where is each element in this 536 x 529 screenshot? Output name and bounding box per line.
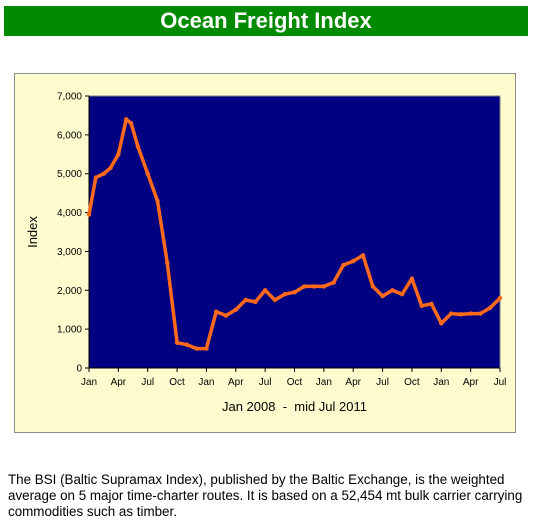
data-point	[399, 291, 405, 297]
page-title: Ocean Freight Index	[4, 6, 528, 36]
data-point	[123, 117, 129, 122]
y-tick-label: 0	[76, 364, 82, 375]
data-point	[292, 290, 297, 295]
data-point	[243, 297, 248, 303]
series-group	[86, 117, 503, 351]
x-tick-label: Jan	[433, 377, 449, 388]
data-point	[108, 165, 113, 171]
data-point	[194, 346, 199, 351]
data-point	[321, 284, 327, 289]
data-point	[370, 284, 375, 289]
data-point	[448, 311, 454, 316]
data-point	[165, 260, 170, 266]
x-tick-label: Apr	[228, 377, 244, 388]
y-tick-label: 6,000	[57, 130, 82, 141]
x-tick-label: Jan	[316, 377, 332, 388]
data-point	[409, 276, 415, 281]
x-tick-label: Jan	[198, 377, 214, 388]
x-tick-label: Jul	[376, 377, 389, 388]
data-point	[204, 346, 209, 351]
data-point	[86, 212, 92, 217]
x-tick-label: Apr	[345, 377, 361, 388]
y-axis: 0 1,000 2,000 3,000 4,000 5,000 6,000 7,000	[57, 92, 90, 375]
chart-frame: 0 1,000 2,000 3,000 4,000 5,000 6,000 7,000 Jan…	[14, 73, 516, 433]
data-point	[302, 284, 307, 289]
y-tick-label: 4,000	[57, 208, 82, 219]
x-axis: Jan Apr Jul Oct Jan Apr Jul Oct Jan Apr Jul Oct Jan A…	[81, 367, 507, 388]
data-point	[331, 280, 336, 285]
data-point	[458, 312, 464, 317]
plot-area	[88, 95, 501, 369]
x-tick-label: Apr	[463, 377, 479, 388]
data-point	[233, 307, 238, 312]
data-point	[135, 144, 141, 149]
data-point	[155, 198, 160, 204]
x-tick-label: Oct	[287, 377, 303, 388]
data-point	[341, 262, 346, 268]
y-tick-label: 5,000	[57, 169, 82, 180]
index-description: The BSI (Baltic Supramax Index), publish…	[8, 472, 523, 519]
data-point	[439, 321, 444, 326]
data-point	[184, 342, 190, 347]
data-point	[478, 311, 483, 316]
x-axis-label: Jan 2008 - mid Jul 2011	[222, 399, 367, 414]
y-tick-label: 2,000	[57, 286, 82, 297]
x-tick-label: Apr	[111, 377, 127, 388]
data-point	[262, 288, 268, 293]
x-tick-label: Jul	[259, 377, 272, 388]
data-point	[174, 340, 180, 345]
data-point	[116, 152, 121, 157]
data-point	[380, 293, 385, 299]
data-point	[253, 299, 258, 305]
data-point	[214, 309, 219, 314]
data-point	[272, 297, 278, 303]
x-tick-label: Jul	[141, 377, 154, 388]
data-point	[311, 284, 317, 289]
data-point	[93, 175, 99, 180]
freight-index-chart: 0 1,000 2,000 3,000 4,000 5,000 6,000 7,000 Jan…	[25, 92, 507, 415]
x-tick-label: Jan	[81, 377, 97, 388]
data-point	[128, 121, 134, 126]
y-axis-label: Index	[25, 216, 40, 248]
data-point	[468, 311, 473, 316]
y-tick-label: 7,000	[57, 92, 82, 103]
data-point	[223, 313, 229, 318]
x-tick-label: Oct	[404, 377, 420, 388]
data-point	[360, 253, 366, 258]
data-point	[488, 305, 493, 310]
data-point	[282, 291, 287, 297]
x-tick-label: Jul	[494, 377, 507, 388]
data-point	[101, 171, 106, 176]
x-tick-label: Oct	[169, 377, 185, 388]
y-tick-label: 1,000	[57, 325, 82, 336]
y-tick-label: 3,000	[57, 247, 82, 258]
data-point	[419, 303, 424, 309]
data-point	[390, 288, 395, 293]
data-point	[429, 301, 434, 307]
data-point	[145, 171, 150, 176]
data-point	[351, 258, 356, 264]
data-point	[497, 295, 503, 301]
